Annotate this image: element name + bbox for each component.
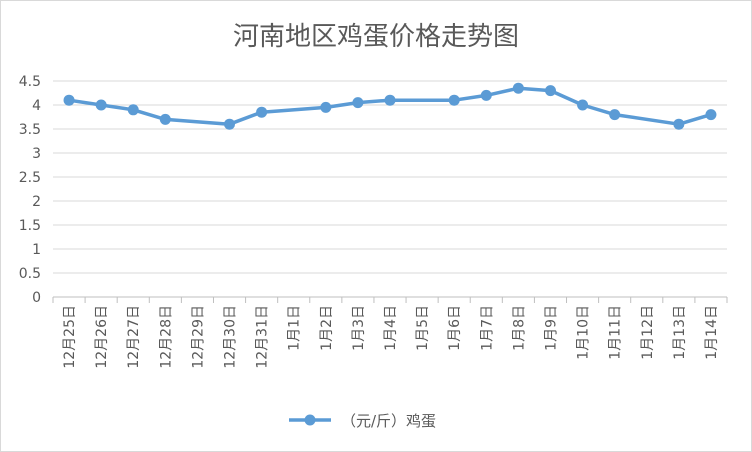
x-axis-ticks: 12月25日 12月26日 12月27日 12月28日 12月29日 12月30日 12月3… xyxy=(62,305,720,369)
data-point xyxy=(320,101,332,113)
data-point xyxy=(224,118,236,130)
x-tick-label: 1月3日 xyxy=(351,305,367,351)
x-tick-label: 12月27日 xyxy=(126,305,142,369)
series-layer xyxy=(63,82,717,130)
axes xyxy=(52,296,728,303)
x-tick-label: 12月30日 xyxy=(223,305,239,369)
data-point xyxy=(352,97,364,109)
data-point xyxy=(577,99,589,111)
y-tick-label: 3.5 xyxy=(19,122,41,138)
x-tick-label: 1月12日 xyxy=(640,305,656,360)
data-point xyxy=(512,82,524,94)
data-point xyxy=(609,109,621,121)
data-point xyxy=(95,99,107,111)
x-tick-label: 1月5日 xyxy=(415,305,431,351)
x-tick-label: 1月9日 xyxy=(543,305,559,351)
x-tick-label: 12月31日 xyxy=(255,305,271,369)
x-tick-label: 1月14日 xyxy=(704,305,720,360)
y-tick-label: 3 xyxy=(32,146,41,162)
y-tick-label: 4.5 xyxy=(19,74,41,90)
x-tick-label: 1月11日 xyxy=(608,305,624,360)
x-tick-label: 1月8日 xyxy=(511,305,527,351)
data-point xyxy=(480,89,492,101)
legend: （元/斤）鸡蛋 xyxy=(289,412,436,430)
y-axis-ticks: 0 0.5 1 1.5 2 2.5 3 3.5 4 4.5 xyxy=(19,74,41,306)
x-tick-label: 1月2日 xyxy=(319,305,335,351)
chart-title: 河南地区鸡蛋价格走势图 xyxy=(233,22,519,52)
data-point xyxy=(384,94,396,106)
gridlines xyxy=(53,80,727,274)
x-tick-label: 1月10日 xyxy=(576,305,592,360)
x-tick-label: 1月6日 xyxy=(447,305,463,351)
data-point xyxy=(544,85,556,97)
y-tick-label: 2 xyxy=(32,194,41,210)
data-point xyxy=(256,106,268,118)
x-tick-label: 1月13日 xyxy=(672,305,688,360)
x-tick-label: 1月1日 xyxy=(287,305,303,351)
legend-label: （元/斤）鸡蛋 xyxy=(341,412,436,430)
y-tick-label: 0 xyxy=(32,290,41,306)
x-tick-label: 12月29日 xyxy=(190,305,206,369)
x-tick-label: 12月25日 xyxy=(62,305,78,369)
y-tick-label: 1 xyxy=(32,242,41,258)
x-tick-label: 1月4日 xyxy=(383,305,399,351)
y-tick-label: 1.5 xyxy=(19,218,41,234)
y-tick-label: 0.5 xyxy=(19,266,41,282)
x-tick-label: 1月7日 xyxy=(479,305,495,351)
x-tick-label: 12月28日 xyxy=(158,305,174,369)
data-point xyxy=(127,104,139,116)
y-tick-label: 2.5 xyxy=(19,170,41,186)
data-point xyxy=(448,94,460,106)
legend-marker xyxy=(304,414,316,426)
data-point xyxy=(705,109,717,121)
data-point xyxy=(63,94,75,106)
x-tick-label: 12月26日 xyxy=(94,305,110,369)
y-tick-label: 4 xyxy=(32,98,41,114)
data-point xyxy=(673,118,685,130)
data-point xyxy=(159,113,171,125)
